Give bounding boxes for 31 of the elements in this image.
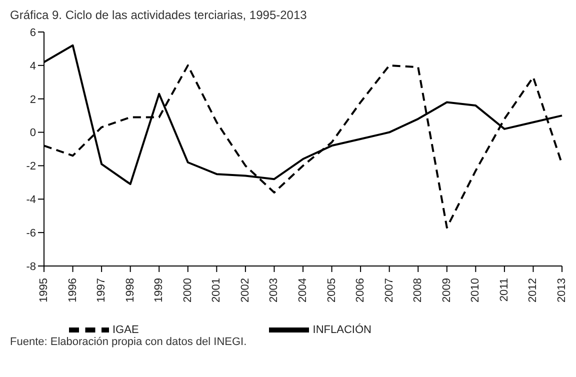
x-tick-label: 1999	[153, 278, 166, 302]
x-tick-label: 2010	[470, 278, 482, 302]
x-tick-label: 1998	[124, 278, 136, 302]
y-tick-label: -6	[26, 227, 36, 240]
source-note: Fuente: Elaboración propia con datos del INEGI.	[10, 336, 248, 348]
x-tick-label: 2006	[354, 278, 367, 302]
y-tick-label: -4	[26, 194, 36, 206]
y-tick-label: 0	[30, 127, 36, 140]
x-tick-label: 2000	[182, 278, 194, 302]
y-tick-label: 2	[30, 94, 36, 106]
x-tick-label: 2007	[383, 278, 396, 302]
x-tick-label: 2001	[210, 278, 223, 302]
x-tick-label: 2008	[412, 278, 424, 302]
y-tick-label: -8	[26, 260, 36, 273]
x-tick-label: 1997	[96, 278, 108, 302]
y-tick-label: 6	[30, 26, 36, 39]
x-tick-label: 2005	[326, 278, 338, 302]
x-tick-label: 2013	[556, 278, 568, 302]
x-tick-label: 2011	[498, 278, 510, 302]
x-tick-label: 2003	[268, 278, 280, 302]
legend-label: IGAE	[112, 324, 139, 336]
x-tick-label: 2012	[527, 278, 540, 302]
y-tick-label: -2	[26, 160, 36, 173]
x-tick-label: 2002	[239, 278, 252, 302]
x-tick-label: 2004	[297, 278, 309, 302]
x-tick-label: 1996	[66, 278, 79, 302]
y-tick-label: 4	[30, 60, 36, 72]
x-tick-label: 2009	[440, 278, 453, 302]
legend-label: INFLACIÓN	[312, 324, 372, 336]
chart-title: Gráfica 9. Ciclo de las actividades terciarias, 1995-2013	[10, 8, 308, 24]
x-tick-label: 1995	[38, 278, 50, 302]
